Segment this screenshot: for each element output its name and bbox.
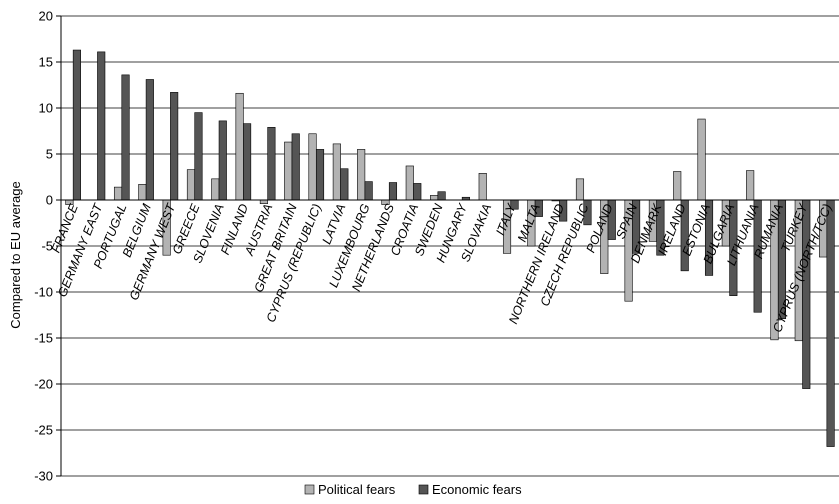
economic-fears-bar bbox=[145, 79, 154, 201]
legend-swatch bbox=[304, 484, 315, 495]
political-fears-bar bbox=[357, 149, 366, 201]
political-fears-bar bbox=[284, 141, 293, 201]
y-tick-label: 15 bbox=[39, 55, 53, 70]
y-tick-label: -5 bbox=[41, 239, 53, 254]
political-fears-bar bbox=[405, 165, 414, 201]
y-tick-label: 5 bbox=[46, 147, 53, 162]
y-tick-label: -20 bbox=[34, 377, 53, 392]
y-axis-title: Compared to EU average bbox=[8, 181, 23, 328]
y-tick-label: 20 bbox=[39, 9, 53, 24]
economic-fears-bar bbox=[97, 51, 106, 201]
political-fears-bar bbox=[235, 92, 244, 201]
political-fears-bar bbox=[697, 118, 706, 201]
y-tick-label: 10 bbox=[39, 101, 53, 116]
y-tick-label: 0 bbox=[46, 193, 53, 208]
political-fears-bar bbox=[673, 171, 682, 201]
political-fears-bar bbox=[138, 184, 147, 201]
category-label: ITALY bbox=[493, 200, 519, 237]
economic-fears-bar bbox=[364, 181, 373, 201]
economic-fears-bar bbox=[291, 133, 300, 201]
political-fears-bar bbox=[113, 186, 123, 201]
economic-fears-bar bbox=[802, 199, 811, 389]
economic-fears-bar bbox=[388, 182, 398, 201]
legend: Political fears Economic fears bbox=[304, 482, 522, 497]
legend-label: Economic fears bbox=[432, 482, 522, 497]
political-fears-bar bbox=[186, 169, 196, 201]
y-tick-label: -25 bbox=[34, 423, 53, 438]
political-fears-bar bbox=[332, 143, 341, 201]
legend-swatch bbox=[418, 484, 429, 495]
economic-fears-bar bbox=[121, 74, 130, 201]
y-tick-label: -10 bbox=[34, 285, 53, 300]
economic-fears-bar bbox=[826, 199, 835, 447]
economic-fears-bar bbox=[218, 120, 227, 201]
political-fears-bar bbox=[211, 178, 220, 201]
y-tick-label: -30 bbox=[34, 469, 53, 484]
political-fears-bar bbox=[430, 195, 439, 201]
bars bbox=[65, 49, 835, 447]
economic-fears-bar bbox=[243, 123, 252, 201]
economic-fears-bar bbox=[194, 112, 203, 201]
political-fears-bar bbox=[308, 133, 317, 201]
political-fears-bar bbox=[478, 173, 487, 201]
economic-fears-bar bbox=[437, 191, 446, 201]
political-fears-bar bbox=[746, 170, 755, 201]
economic-fears-bar bbox=[413, 183, 422, 201]
y-tick-label: -15 bbox=[34, 331, 53, 346]
economic-fears-bar bbox=[267, 127, 276, 201]
economic-fears-bar bbox=[170, 92, 179, 201]
economic-fears-bar bbox=[315, 149, 325, 201]
economic-fears-bar bbox=[72, 49, 81, 201]
y-axis-ticks: 20 15 10 5 0 -5 -10 -15 -20 -25 -30 bbox=[34, 9, 61, 484]
political-fears-bar bbox=[575, 178, 585, 201]
legend-label: Political fears bbox=[318, 482, 396, 497]
economic-fears-bar bbox=[340, 168, 349, 201]
